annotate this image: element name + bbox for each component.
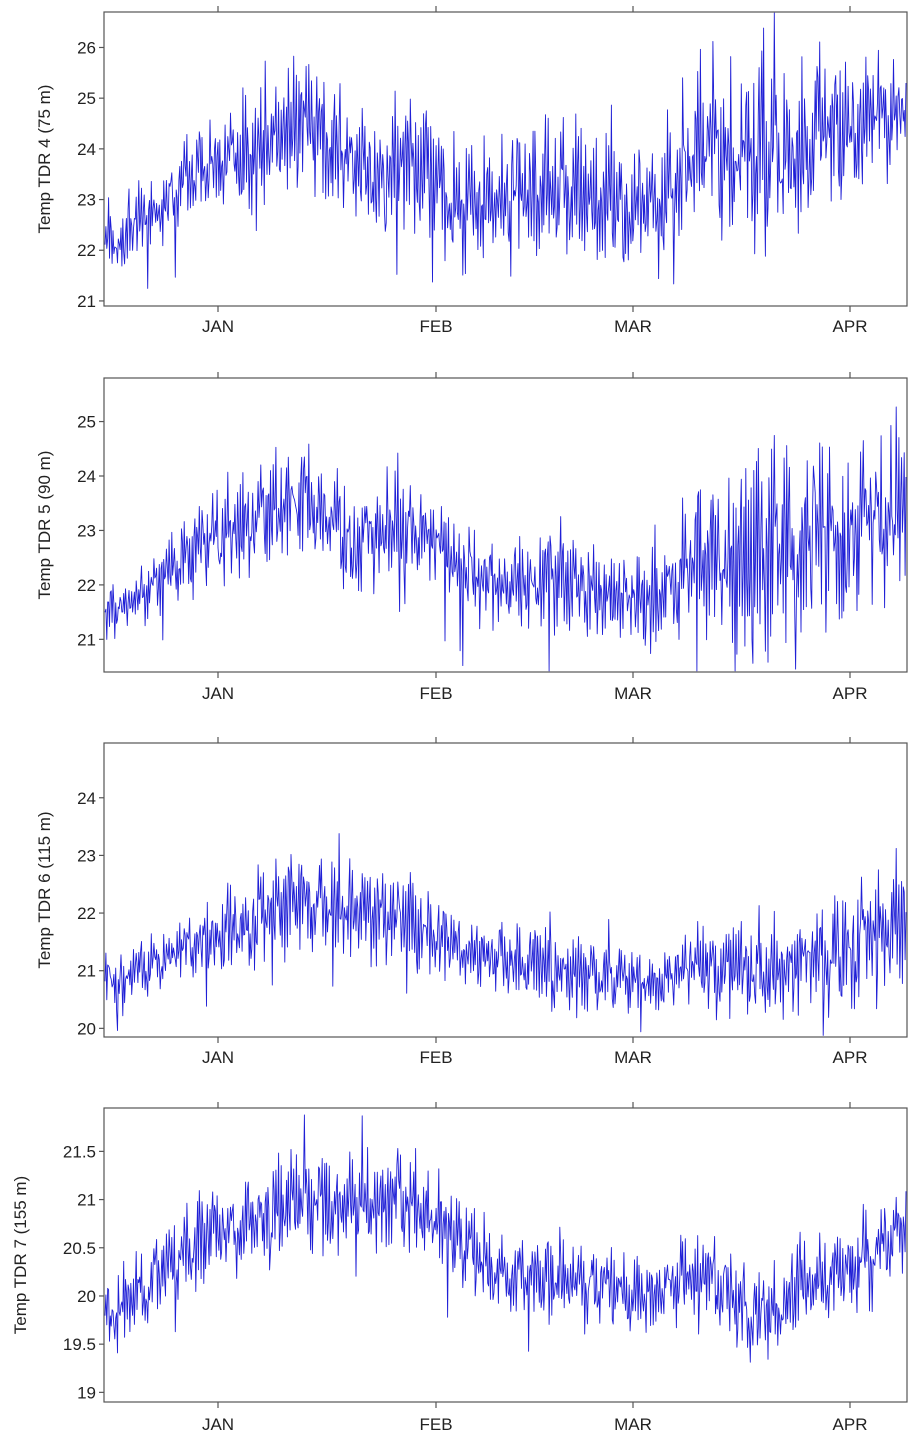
y-tick-label: 22 <box>77 904 96 923</box>
panel-3: 20 21 22 23 24 JAN FEB MAR APR Temp TDR 6 (115 m) <box>35 737 908 1067</box>
x-tick-label: JAN <box>202 1415 234 1434</box>
y-tick-label: 20 <box>77 1287 96 1306</box>
x-tick-label: FEB <box>419 1415 452 1434</box>
plot-frame <box>103 377 908 673</box>
panel-1: 21 22 23 24 25 26 JAN FEB MAR APR Temp TDR 4 (75 m… <box>35 6 908 336</box>
x-tick-label: APR <box>833 317 868 336</box>
panel-2: 21 22 23 24 25 JAN FEB MAR APR Temp TDR 5 (90 m) <box>35 372 908 703</box>
x-tick-label: MAR <box>614 1415 652 1434</box>
x-tick-label: JAN <box>202 1048 234 1067</box>
y-axis-label: Temp TDR 4 (75 m) <box>35 85 54 234</box>
panel-4: 19 19.5 20 20.5 21 21.5 JAN FEB MAR APR Temp TDR 7… <box>11 1102 908 1434</box>
series-line <box>104 12 907 289</box>
y-tick-label: 21.5 <box>63 1142 96 1161</box>
y-axis-label: Temp TDR 5 (90 m) <box>35 451 54 600</box>
plot-frame <box>103 1107 908 1403</box>
y-tick-label: 21 <box>77 292 96 311</box>
y-axis-label: Temp TDR 6 (115 m) <box>35 811 54 968</box>
series-line <box>104 406 907 672</box>
y-tick-label: 25 <box>77 89 96 108</box>
y-tick-label: 23 <box>77 521 96 540</box>
y-tick-label: 25 <box>77 413 96 432</box>
y-tick-label: 21 <box>77 1191 96 1210</box>
x-tick-label: MAR <box>614 1048 652 1067</box>
y-tick-label: 24 <box>77 467 96 486</box>
x-tick-label: JAN <box>202 684 234 703</box>
series-line <box>104 833 907 1036</box>
y-tick-label: 21 <box>77 630 96 649</box>
y-tick-label: 19.5 <box>63 1335 96 1354</box>
y-tick-label: 24 <box>77 789 96 808</box>
x-tick-label: MAR <box>614 317 652 336</box>
y-tick-label: 23 <box>77 846 96 865</box>
x-tick-label: APR <box>833 684 868 703</box>
x-tick-label: APR <box>833 1048 868 1067</box>
y-tick-label: 26 <box>77 38 96 57</box>
x-tick-label: JAN <box>202 317 234 336</box>
y-axis-label: Temp TDR 7 (155 m) <box>11 1176 30 1334</box>
plot-frame <box>103 742 908 1038</box>
x-tick-label: FEB <box>419 684 452 703</box>
y-tick-label: 20.5 <box>63 1239 96 1258</box>
y-tick-label: 20 <box>77 1019 96 1038</box>
y-tick-label: 23 <box>77 191 96 210</box>
x-tick-label: MAR <box>614 684 652 703</box>
x-tick-label: FEB <box>419 317 452 336</box>
x-tick-label: FEB <box>419 1048 452 1067</box>
y-tick-label: 24 <box>77 140 96 159</box>
plot-frame <box>103 11 908 307</box>
series-line <box>104 1114 907 1363</box>
y-tick-label: 22 <box>77 241 96 260</box>
y-tick-label: 21 <box>77 962 96 981</box>
x-tick-label: APR <box>833 1415 868 1434</box>
y-tick-label: 22 <box>77 576 96 595</box>
y-tick-label: 19 <box>77 1383 96 1402</box>
